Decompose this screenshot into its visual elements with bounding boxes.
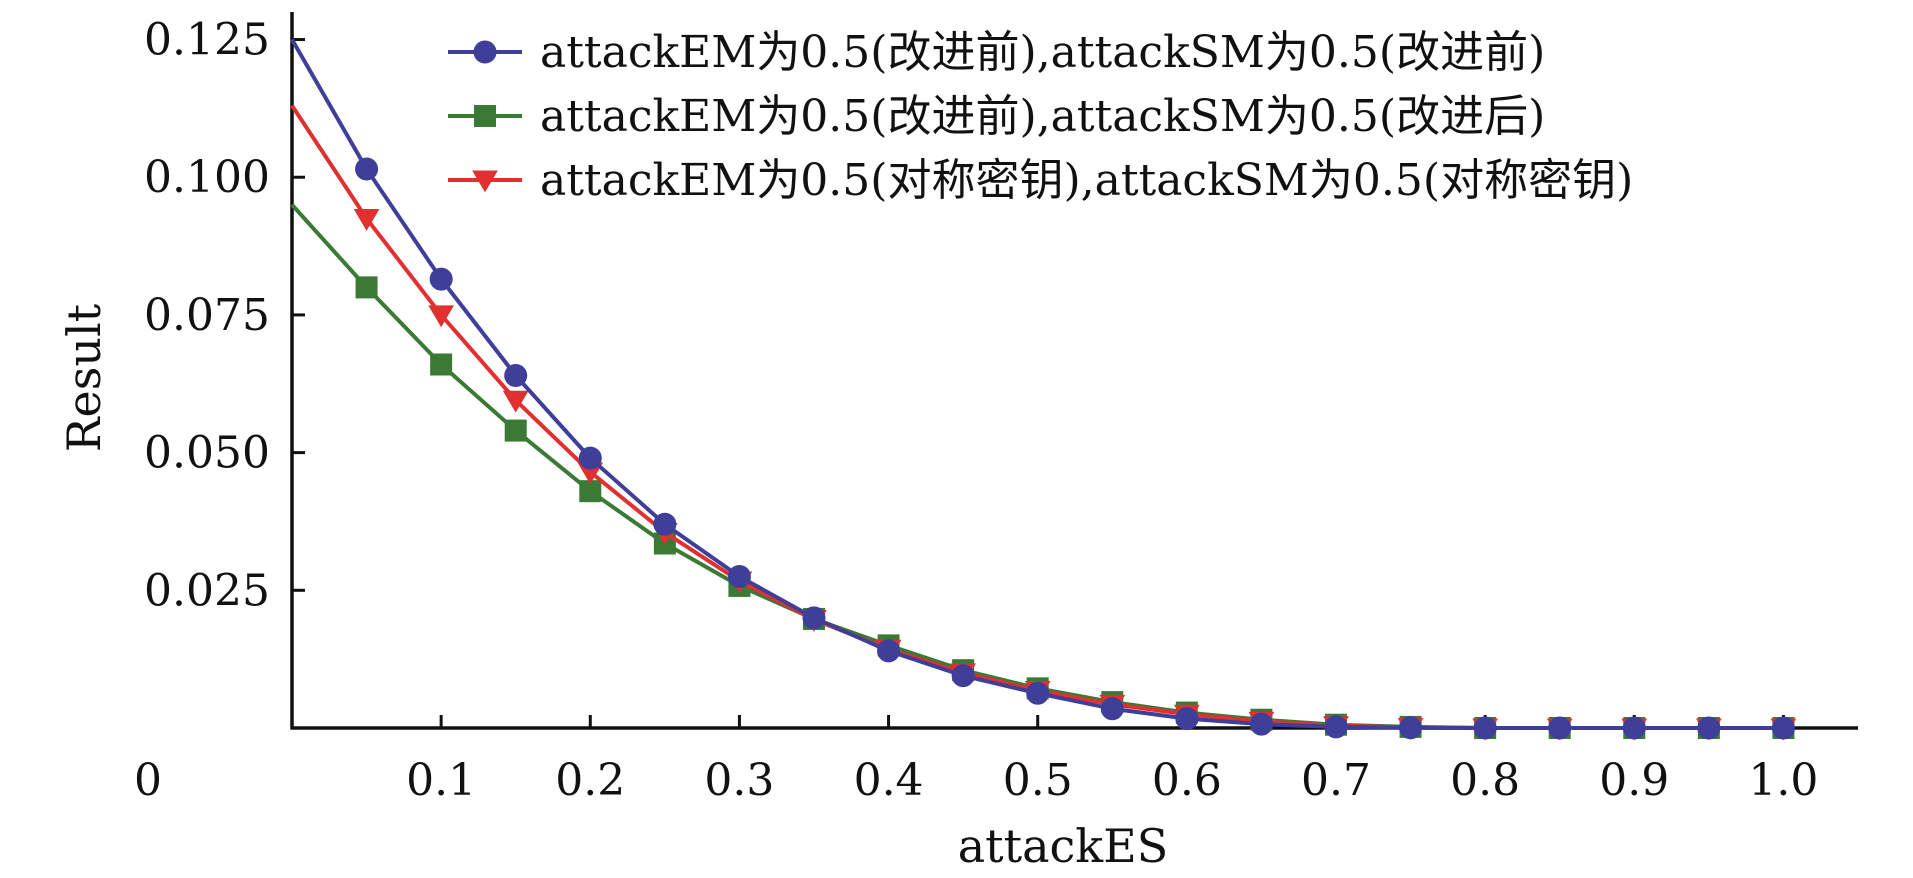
legend-item-2: attackEM为0.5(改进前),attackSM为0.5(改进后) — [448, 91, 1545, 142]
data-point — [1175, 707, 1199, 731]
data-point — [1100, 697, 1124, 721]
data-point — [502, 390, 529, 413]
data-point — [1771, 716, 1795, 740]
x-tick-label: 0.8 — [1450, 755, 1520, 806]
tick-marks: 0.1 0.2 0.3 0.4 0.5 0.6 0.7 0.8 0.9 1.0 0.025 0.050… — [144, 15, 1818, 806]
y-axis-title: Result — [57, 303, 111, 452]
legend-marker — [474, 105, 496, 127]
legend-marker — [472, 170, 498, 193]
data-point — [428, 305, 455, 328]
data-point — [1249, 712, 1273, 736]
data-point — [1026, 681, 1050, 705]
x-tick-label: 0.9 — [1599, 755, 1669, 806]
legend-label: attackEM为0.5(改进前),attackSM为0.5(改进后) — [540, 91, 1545, 142]
data-point — [951, 664, 975, 688]
data-point — [504, 364, 528, 388]
legend-label: attackEM为0.5(改进前),attackSM为0.5(改进前) — [540, 27, 1545, 78]
data-point — [802, 606, 826, 630]
y-tick-label: 0.050 — [144, 428, 270, 479]
x-tick-label: 0.7 — [1301, 755, 1371, 806]
data-point — [430, 353, 453, 376]
x-tick-label: 1.0 — [1748, 755, 1818, 806]
data-point — [1622, 716, 1646, 740]
data-point — [727, 565, 751, 589]
y-tick-label: 0.075 — [144, 290, 270, 341]
legend-item-1: attackEM为0.5(改进前),attackSM为0.5(改进前) — [448, 27, 1545, 78]
series-group — [290, 38, 1797, 741]
series-2 — [290, 203, 1795, 739]
data-point — [578, 446, 602, 470]
x-tick-label: 0.6 — [1152, 755, 1222, 806]
legend: attackEM为0.5(改进前),attackSM为0.5(改进前) attac… — [448, 27, 1633, 206]
legend-label: attackEM为0.5(对称密钥),attackSM为0.5(对称密钥) — [540, 155, 1633, 206]
data-point — [1399, 716, 1423, 740]
data-point — [429, 267, 453, 291]
data-point — [1473, 716, 1497, 740]
data-point — [1324, 715, 1348, 739]
x-axis-title: attackES — [958, 819, 1169, 873]
x-tick-label: 0.3 — [704, 755, 774, 806]
data-point — [1697, 716, 1721, 740]
data-point — [877, 639, 901, 663]
series-1 — [290, 38, 1795, 740]
legend-marker — [473, 40, 497, 64]
data-point — [355, 276, 378, 299]
y-tick-label: 0.125 — [144, 15, 270, 66]
x-tick-label: 0.2 — [555, 755, 625, 806]
x-origin-label: 0 — [134, 755, 162, 806]
legend-item-3: attackEM为0.5(对称密钥),attackSM为0.5(对称密钥) — [448, 155, 1633, 206]
data-point — [355, 157, 379, 181]
series-line — [290, 203, 1784, 730]
x-tick-label: 0.4 — [854, 755, 924, 806]
x-tick-label: 0.5 — [1003, 755, 1073, 806]
data-point — [353, 209, 380, 231]
data-point — [653, 512, 677, 536]
y-tick-label: 0.100 — [144, 152, 270, 203]
x-tick-label: 0.1 — [406, 755, 476, 806]
data-point — [504, 419, 527, 442]
y-tick-label: 0.025 — [144, 565, 270, 616]
data-point — [1548, 716, 1572, 740]
